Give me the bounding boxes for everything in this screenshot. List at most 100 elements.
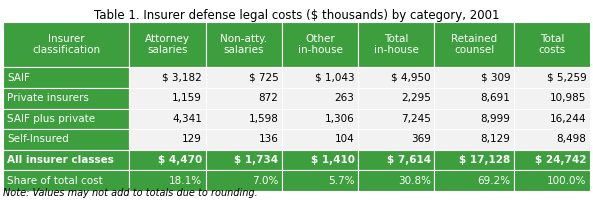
Text: 18.1%: 18.1%	[169, 176, 202, 186]
Text: 2,295: 2,295	[401, 93, 431, 103]
Bar	[358, 129, 435, 150]
Text: 8,691: 8,691	[480, 93, 510, 103]
Bar	[514, 170, 590, 191]
Text: 8,129: 8,129	[480, 134, 510, 145]
Bar	[206, 109, 282, 129]
Bar	[206, 88, 282, 109]
Bar	[282, 150, 358, 170]
Bar	[435, 67, 514, 88]
Bar	[129, 22, 206, 67]
Text: 7.0%: 7.0%	[252, 176, 278, 186]
Bar	[282, 170, 358, 191]
Text: Note: Values may not add to totals due to rounding.: Note: Values may not add to totals due t…	[3, 188, 258, 198]
Text: $ 1,410: $ 1,410	[311, 155, 355, 165]
Bar	[206, 67, 282, 88]
Text: Attorney
salaries: Attorney salaries	[145, 34, 190, 55]
Bar	[282, 88, 358, 109]
Text: 8,498: 8,498	[557, 134, 586, 145]
Text: 1,306: 1,306	[325, 114, 355, 124]
Text: $ 3,182: $ 3,182	[162, 73, 202, 83]
Text: 1,598: 1,598	[248, 114, 278, 124]
Bar	[514, 88, 590, 109]
Bar	[358, 170, 435, 191]
Text: 263: 263	[334, 93, 355, 103]
Text: $ 1,734: $ 1,734	[234, 155, 278, 165]
Bar	[435, 129, 514, 150]
Text: 872: 872	[259, 93, 278, 103]
Text: 369: 369	[411, 134, 431, 145]
Text: $ 7,614: $ 7,614	[387, 155, 431, 165]
Text: $ 4,470: $ 4,470	[158, 155, 202, 165]
Bar	[3, 150, 129, 170]
Text: 69.2%: 69.2%	[477, 176, 510, 186]
Bar	[435, 170, 514, 191]
Bar	[358, 150, 435, 170]
Text: Other
in-house: Other in-house	[298, 34, 342, 55]
Text: 104: 104	[335, 134, 355, 145]
Bar	[3, 109, 129, 129]
Bar	[129, 129, 206, 150]
Bar	[129, 109, 206, 129]
Bar	[514, 150, 590, 170]
Bar	[514, 22, 590, 67]
Text: 30.8%: 30.8%	[398, 176, 431, 186]
Text: 100.0%: 100.0%	[547, 176, 586, 186]
Text: Retained
counsel: Retained counsel	[451, 34, 497, 55]
Text: $ 725: $ 725	[248, 73, 278, 83]
Bar	[358, 88, 435, 109]
Bar	[358, 109, 435, 129]
Bar	[282, 22, 358, 67]
Bar	[435, 150, 514, 170]
Bar	[514, 109, 590, 129]
Bar	[282, 109, 358, 129]
Text: 1,159: 1,159	[172, 93, 202, 103]
Bar	[206, 150, 282, 170]
Bar	[435, 109, 514, 129]
Text: $ 24,742: $ 24,742	[535, 155, 586, 165]
Text: Self-Insured: Self-Insured	[7, 134, 69, 145]
Text: 5.7%: 5.7%	[328, 176, 355, 186]
Bar	[3, 22, 129, 67]
Text: 10,985: 10,985	[550, 93, 586, 103]
Bar	[435, 22, 514, 67]
Text: 4,341: 4,341	[172, 114, 202, 124]
Text: Total
in-house: Total in-house	[374, 34, 419, 55]
Bar	[358, 22, 435, 67]
Text: Share of total cost: Share of total cost	[7, 176, 103, 186]
Bar	[206, 129, 282, 150]
Text: $ 309: $ 309	[480, 73, 510, 83]
Bar	[129, 150, 206, 170]
Text: Total
costs: Total costs	[538, 34, 566, 55]
Text: 129: 129	[182, 134, 202, 145]
Bar	[129, 88, 206, 109]
Text: Table 1. Insurer defense legal costs ($ thousands) by category, 2001: Table 1. Insurer defense legal costs ($ …	[94, 9, 499, 22]
Text: Private insurers: Private insurers	[7, 93, 89, 103]
Text: All insurer classes: All insurer classes	[7, 155, 114, 165]
Bar	[3, 88, 129, 109]
Text: Insurer
classification: Insurer classification	[32, 34, 100, 55]
Text: $ 5,259: $ 5,259	[547, 73, 586, 83]
Bar	[206, 170, 282, 191]
Text: $ 1,043: $ 1,043	[315, 73, 355, 83]
Text: 7,245: 7,245	[401, 114, 431, 124]
Bar	[514, 67, 590, 88]
Bar	[282, 67, 358, 88]
Text: 136: 136	[259, 134, 278, 145]
Bar	[3, 170, 129, 191]
Bar	[435, 88, 514, 109]
Bar	[358, 67, 435, 88]
Bar	[129, 170, 206, 191]
Text: $ 17,128: $ 17,128	[459, 155, 510, 165]
Text: 8,999: 8,999	[480, 114, 510, 124]
Bar	[129, 67, 206, 88]
Text: SAIF plus private: SAIF plus private	[7, 114, 95, 124]
Bar	[206, 22, 282, 67]
Bar	[514, 129, 590, 150]
Bar	[3, 67, 129, 88]
Text: SAIF: SAIF	[7, 73, 30, 83]
Text: 16,244: 16,244	[550, 114, 586, 124]
Bar	[3, 129, 129, 150]
Text: Non-atty.
salaries: Non-atty. salaries	[220, 34, 267, 55]
Text: $ 4,950: $ 4,950	[391, 73, 431, 83]
Bar	[282, 129, 358, 150]
